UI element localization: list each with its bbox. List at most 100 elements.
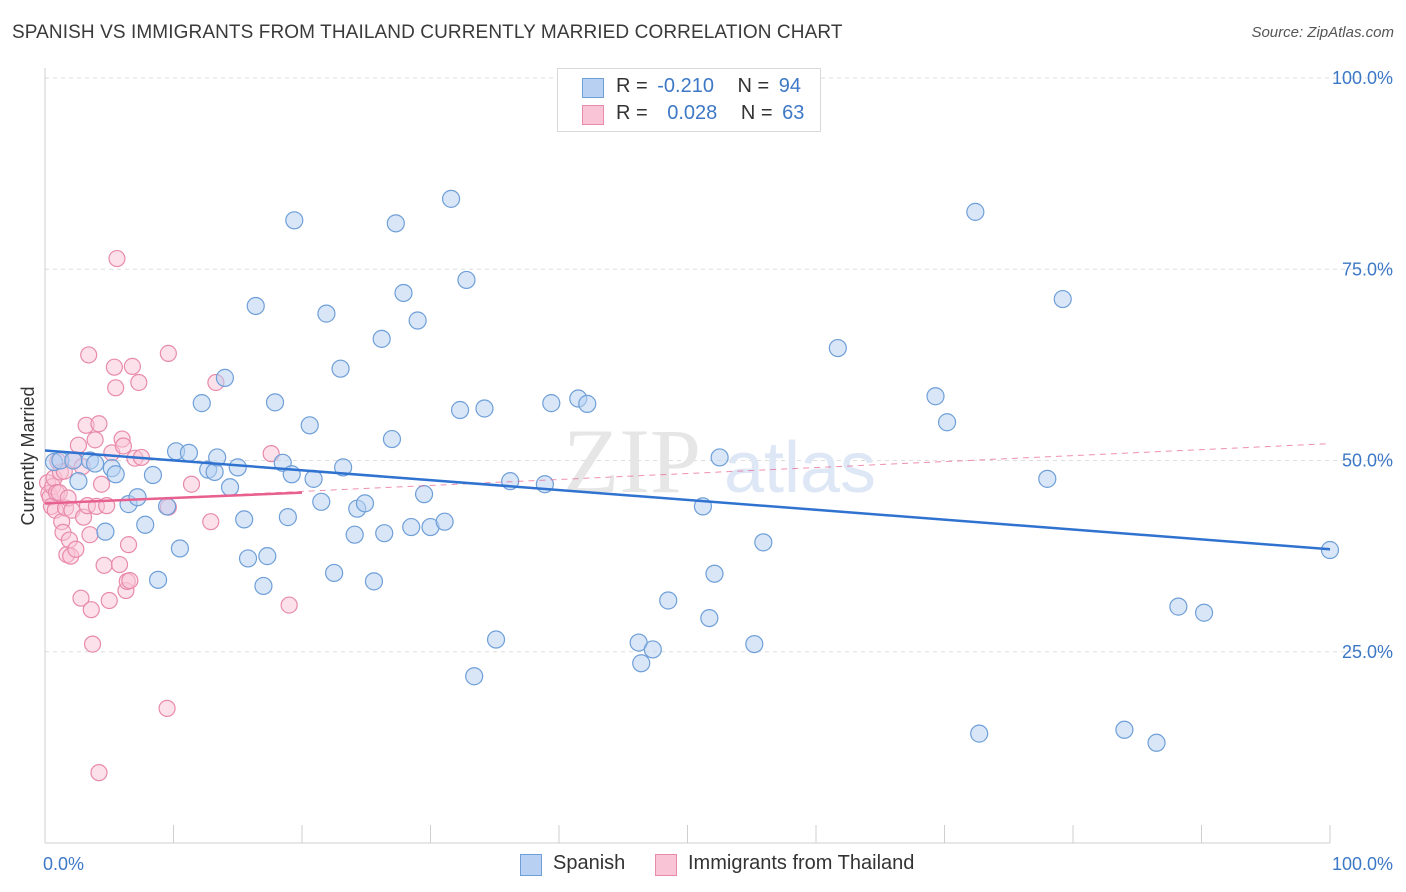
- spanish-point: [128, 488, 147, 507]
- spanish-point: [96, 522, 115, 541]
- x-tick-label-min: 0.0%: [43, 854, 84, 874]
- spanish-point: [970, 724, 989, 743]
- thailand-point: [121, 572, 139, 590]
- spanish-point: [966, 202, 985, 221]
- spanish-point: [745, 634, 764, 654]
- thailand-point: [72, 589, 90, 607]
- legend-n-label: N =: [740, 102, 773, 124]
- thailand-point: [107, 379, 125, 397]
- spanish-point: [355, 494, 375, 513]
- spanish-point: [1053, 289, 1072, 309]
- spanish-point: [345, 525, 364, 544]
- spanish-point: [69, 472, 88, 491]
- spanish-point: [372, 329, 391, 348]
- spanish-point: [486, 630, 506, 649]
- spanish-point: [828, 338, 847, 358]
- spanish-point: [285, 211, 304, 230]
- thailand-point: [100, 591, 118, 610]
- spanish-point: [457, 270, 476, 290]
- spanish-point: [937, 413, 957, 432]
- thailand-point: [69, 436, 88, 454]
- spanish-point: [325, 563, 344, 583]
- spanish-point: [331, 359, 350, 378]
- legend-r-value-thailand: 0.028: [667, 102, 718, 124]
- legend-r-value-spanish: -0.210: [657, 75, 714, 97]
- y-tick-label: 50.0%: [1342, 451, 1393, 471]
- spanish-point: [926, 387, 945, 406]
- spanish-point: [1115, 720, 1134, 739]
- thailand-point: [130, 373, 148, 392]
- thailand-point: [262, 445, 280, 463]
- thailand-point: [90, 764, 108, 782]
- spanish-point: [192, 394, 211, 413]
- spanish-point: [143, 465, 163, 485]
- spanish-point: [705, 564, 724, 583]
- legend-r-label: R =: [616, 102, 648, 124]
- thailand-point: [202, 513, 220, 531]
- spanish-point: [386, 214, 405, 233]
- spanish-trend-line: [44, 449, 1331, 551]
- source-label: Source: ZipAtlas.com: [1251, 24, 1394, 41]
- spanish-point: [228, 458, 247, 477]
- spanish-point: [312, 492, 331, 511]
- spanish-point: [402, 517, 421, 537]
- thailand-point: [80, 346, 98, 364]
- thailand-point: [108, 249, 126, 268]
- spanish-point: [258, 547, 277, 566]
- thailand-trend-line: [44, 491, 303, 505]
- y-tick-labels: 25.0% 50.0% 75.0% 100.0%: [1332, 68, 1393, 662]
- thailand-point: [86, 431, 104, 449]
- spanish-point: [215, 368, 234, 387]
- spanish-point: [238, 549, 258, 568]
- spanish-point: [278, 508, 297, 527]
- thailand-point: [95, 556, 113, 574]
- spanish-point: [1320, 540, 1340, 560]
- bottom-legend-swatch-thailand: [655, 854, 677, 876]
- spanish-point: [1169, 597, 1188, 616]
- thailand-point: [280, 596, 298, 614]
- thailand-point: [81, 526, 99, 544]
- spanish-point: [754, 533, 773, 552]
- spanish-point: [300, 416, 319, 435]
- x-tick-labels: 0.0% 100.0%: [43, 854, 1393, 874]
- spanish-point: [106, 465, 125, 484]
- spanish-point: [220, 478, 240, 497]
- spanish-point: [64, 451, 83, 470]
- spanish-points: [44, 189, 1340, 752]
- spanish-point: [450, 400, 470, 420]
- thailand-point: [105, 358, 123, 376]
- spanish-point: [408, 311, 427, 330]
- y-tick-label: 100.0%: [1332, 68, 1393, 88]
- thailand-point: [114, 437, 132, 455]
- thailand-point: [119, 536, 138, 554]
- spanish-point: [304, 469, 323, 488]
- spanish-point: [157, 497, 177, 516]
- spanish-point: [475, 399, 494, 418]
- spanish-point: [1038, 469, 1057, 488]
- spanish-point: [246, 296, 265, 316]
- y-tick-label: 25.0%: [1342, 642, 1393, 662]
- watermark: ZIP atlas: [563, 410, 876, 512]
- spanish-point: [441, 189, 461, 208]
- spanish-point: [394, 283, 413, 303]
- spanish-point: [317, 304, 336, 323]
- spanish-point: [136, 515, 155, 534]
- spanish-point: [542, 394, 561, 413]
- thailand-point: [123, 357, 141, 376]
- spanish-point: [86, 454, 105, 473]
- spanish-point: [643, 640, 662, 659]
- spanish-point: [465, 667, 484, 686]
- thailand-point: [159, 344, 177, 362]
- spanish-point: [170, 539, 190, 558]
- legend-n-value-spanish: 94: [778, 75, 802, 97]
- axes: [44, 68, 1331, 844]
- spanish-point: [208, 448, 227, 467]
- spanish-point: [364, 572, 384, 591]
- bottom-legend-swatch-spanish: [520, 854, 542, 876]
- bottom-legend-label-spanish: Spanish: [553, 852, 626, 874]
- spanish-point: [148, 570, 168, 589]
- legend-n-label: N =: [737, 75, 770, 97]
- spanish-point: [700, 608, 719, 628]
- spanish-point: [375, 524, 394, 543]
- spanish-point: [632, 654, 651, 673]
